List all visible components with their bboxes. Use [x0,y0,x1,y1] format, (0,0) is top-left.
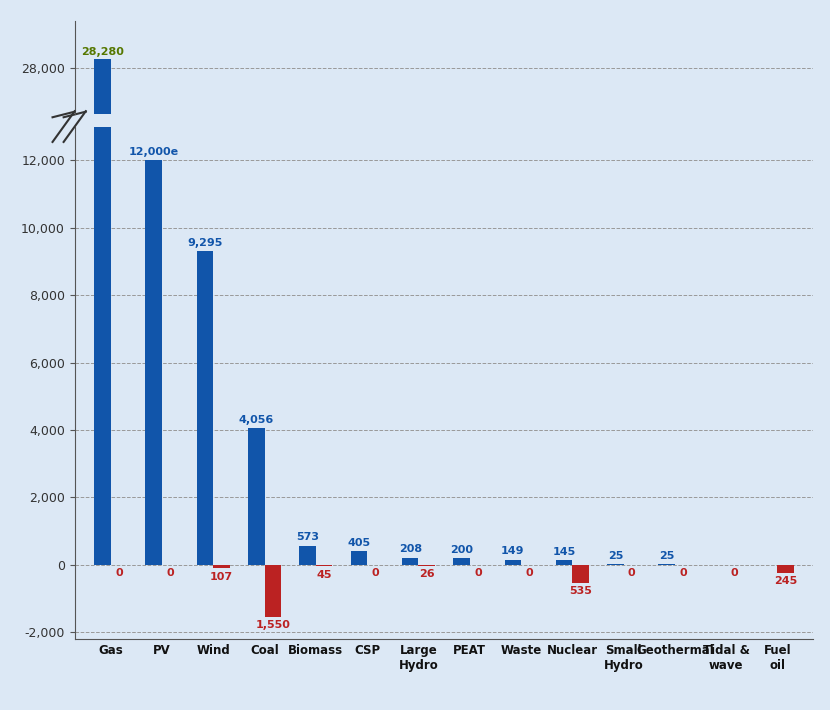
Bar [248,428,265,565]
Bar [315,565,332,567]
Bar [573,565,588,583]
Bar [265,565,281,617]
Bar [197,649,213,710]
Text: 149: 149 [501,547,525,557]
Bar [351,551,367,565]
Text: 200: 200 [450,545,473,555]
Bar [145,564,162,710]
Bar [145,160,162,565]
Bar [608,564,623,565]
Text: 208: 208 [398,545,422,555]
Text: 0: 0 [166,568,174,578]
Text: 4,056: 4,056 [239,415,274,425]
Text: 1,550: 1,550 [256,621,290,630]
Bar [418,565,435,566]
Text: 12,000e: 12,000e [129,147,178,157]
Text: 26: 26 [419,569,434,579]
Text: 28,280: 28,280 [81,47,124,57]
Bar [300,545,315,565]
Bar [94,0,110,565]
Text: 107: 107 [210,572,233,581]
Text: 0: 0 [372,568,379,578]
Bar [505,559,521,565]
Bar [402,558,418,565]
Bar [778,565,794,573]
Bar [197,251,213,565]
Text: 0: 0 [115,568,123,578]
Text: 0: 0 [474,568,481,578]
Text: 45: 45 [316,569,332,580]
Bar [213,565,230,569]
Bar [94,59,110,710]
Text: 0: 0 [525,568,533,578]
Text: 25: 25 [608,551,623,561]
Bar [658,564,675,565]
Text: 0: 0 [679,568,687,578]
Text: 0: 0 [628,568,636,578]
Text: 0: 0 [730,568,738,578]
Bar [453,558,470,565]
Text: 405: 405 [347,537,370,548]
Text: 245: 245 [774,577,798,586]
Text: 25: 25 [659,551,674,561]
Bar [556,560,573,565]
Text: 535: 535 [569,586,592,596]
Text: 9,295: 9,295 [188,238,222,248]
Text: 573: 573 [296,532,319,542]
Text: 145: 145 [553,547,576,557]
